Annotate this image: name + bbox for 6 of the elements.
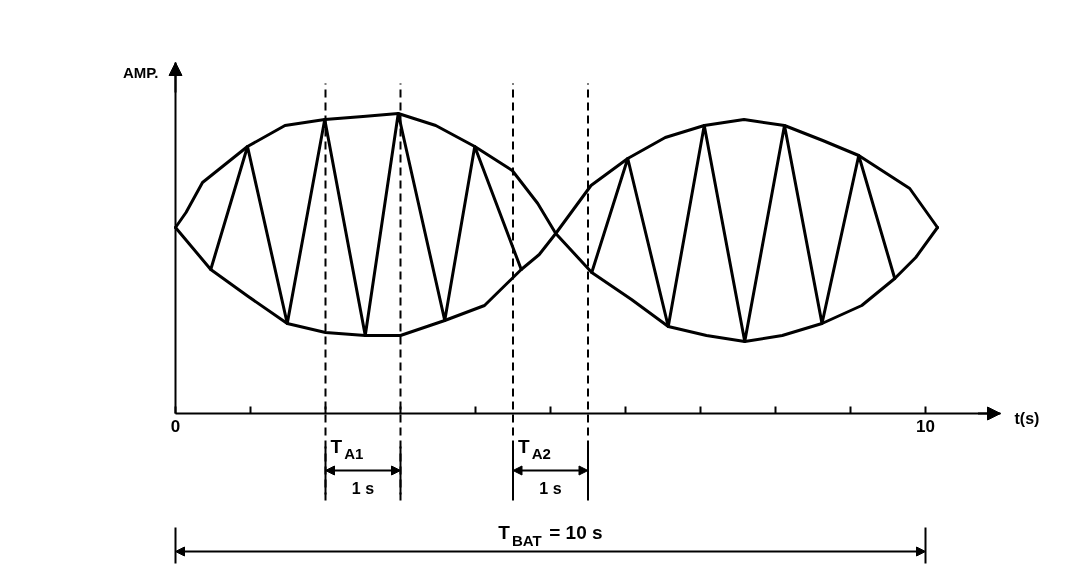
x-axis-title: t(s) (1014, 410, 1040, 427)
x-tick-label: 10 (916, 416, 935, 436)
y-axis-title: AMP. (122, 64, 159, 81)
text: 1 s (539, 479, 562, 497)
text: 1 s (351, 479, 375, 497)
x-tick-label: 0 (170, 416, 181, 436)
